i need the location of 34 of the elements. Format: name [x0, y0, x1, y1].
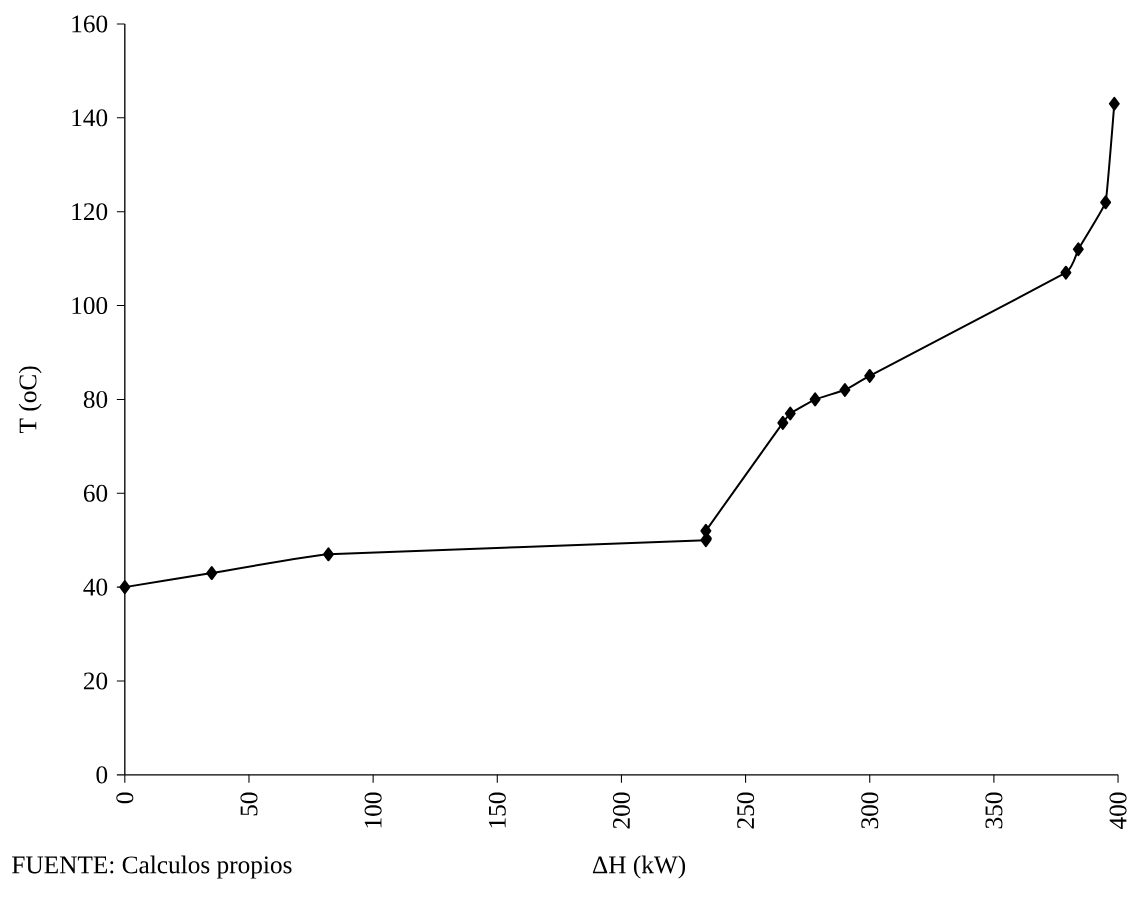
- x-tick-label: 400: [1109, 792, 1127, 830]
- x-axis-title: ΔH (kW): [592, 855, 686, 879]
- point: [1108, 96, 1120, 111]
- point: [206, 566, 218, 581]
- y-tick-label: 140: [72, 109, 108, 127]
- y-tick-label: 160: [72, 15, 108, 33]
- source-note: FUENTE: Calculos propios: [12, 855, 292, 879]
- y-tick-label: 40: [83, 578, 108, 596]
- y-tick-label: 20: [83, 672, 108, 690]
- point: [322, 547, 334, 562]
- point: [864, 369, 876, 384]
- y-tick-label: 100: [72, 297, 108, 315]
- y-axis-title: T (oC): [18, 366, 42, 434]
- x-tick-label: 0: [116, 792, 134, 804]
- x-tick-label: 100: [364, 792, 382, 828]
- x-tick-label: 300: [861, 792, 879, 829]
- point: [777, 416, 789, 431]
- y-tick-label: 80: [83, 391, 108, 409]
- y-tick-label: 120: [72, 203, 108, 221]
- y-tick-label: 60: [83, 484, 108, 502]
- x-tick-label: 350: [985, 792, 1003, 829]
- point: [700, 523, 712, 538]
- x-tick-label: 50: [240, 792, 258, 816]
- x-tick-label: 250: [737, 792, 755, 829]
- point: [1100, 195, 1112, 210]
- x-tick-label: 150: [488, 792, 506, 828]
- point: [784, 406, 796, 421]
- point: [119, 580, 131, 595]
- point: [1060, 265, 1072, 280]
- point: [839, 383, 851, 398]
- point: [809, 392, 821, 407]
- x-tick-label: 200: [612, 792, 630, 829]
- y-tick-label: 0: [96, 766, 108, 784]
- point: [1072, 242, 1084, 257]
